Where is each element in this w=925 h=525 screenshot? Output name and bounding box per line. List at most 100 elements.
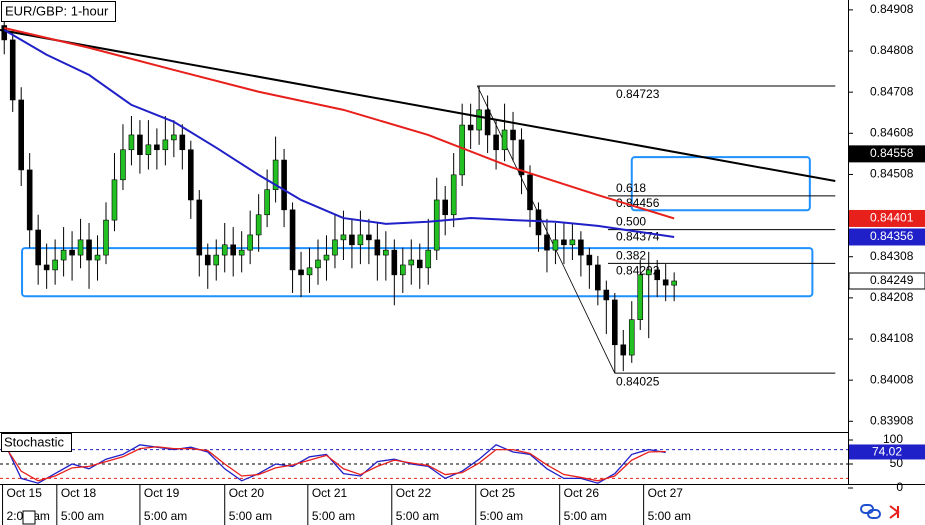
candle-body <box>476 109 482 131</box>
stochastic-tag-label: 74.02 <box>872 445 902 459</box>
candle-body <box>103 219 109 256</box>
y-tick-label: 0.84808 <box>870 43 914 57</box>
candle-body <box>69 249 75 256</box>
candle-body <box>408 259 415 266</box>
candle-body <box>527 174 533 211</box>
main-panel: 0.847230.840250.6180.844560.5000.843740.… <box>0 11 836 388</box>
x-tick-sublabel: 5:00 am <box>396 509 439 523</box>
candle-body <box>535 209 542 236</box>
candle-body <box>671 280 677 286</box>
candle-body <box>86 239 92 261</box>
candle-body <box>111 179 118 221</box>
fib-diagonal <box>477 85 616 374</box>
candle-body <box>137 134 143 155</box>
x-tick-sublabel: 5:00 am <box>312 509 355 523</box>
candle-body <box>221 244 228 256</box>
candle-body <box>306 267 313 276</box>
candle-body <box>493 134 499 151</box>
x-tick-label: Oct 18 <box>61 486 97 500</box>
x-tick-label: Oct 19 <box>144 486 180 500</box>
candle-body <box>501 129 508 151</box>
candle-body <box>637 274 644 320</box>
candle-body <box>60 249 67 261</box>
candle-body <box>383 249 389 256</box>
x-tick-sublabel: 5:00 am <box>229 509 272 523</box>
y-tick-label: 0.84508 <box>870 167 914 181</box>
jump-icon[interactable] <box>889 505 900 519</box>
stochastic-tag <box>849 444 925 460</box>
candle-body <box>52 259 58 271</box>
candle-body <box>272 159 279 190</box>
candle-body <box>213 254 220 266</box>
candle-body <box>43 264 50 271</box>
x-tick-label: Oct 21 <box>312 486 348 500</box>
candle-body <box>442 199 449 216</box>
candle-body <box>154 144 160 151</box>
indicator-line <box>0 29 836 183</box>
stochastic-title: Stochastic <box>4 434 64 449</box>
candle-body <box>289 209 296 271</box>
candle-body <box>9 39 16 101</box>
candle-body <box>366 234 372 241</box>
y-tick-label: 0.84108 <box>870 331 914 345</box>
stochastic-y-tick-label: 100 <box>883 432 903 446</box>
candle-body <box>425 249 432 269</box>
candle-body <box>35 229 41 266</box>
x-tick-label: Oct 26 <box>564 486 600 500</box>
candle-body <box>654 269 661 281</box>
candle-body <box>238 249 245 256</box>
candle-body <box>595 264 601 291</box>
chart-title: EUR/GBP: 1-hour <box>5 3 109 18</box>
x-tick-sublabel: 5:00 am <box>564 509 607 523</box>
y-tick-label: 0.84908 <box>870 2 914 16</box>
candle-body <box>145 144 152 155</box>
candle-body <box>315 259 321 269</box>
candle-body <box>332 239 338 256</box>
candle-body <box>603 289 610 301</box>
candle-body <box>188 149 194 201</box>
candle-body <box>459 124 465 176</box>
candle-body <box>561 239 567 246</box>
x-tick-sublabel: 5:00 am <box>61 509 104 523</box>
y-tick-label: 0.84608 <box>870 125 914 139</box>
x-tick-label: Oct 22 <box>396 486 432 500</box>
stochastic-line <box>3 444 666 482</box>
x-tick-sublabel: 5:00 am <box>480 509 523 523</box>
candle-body <box>578 239 584 256</box>
price-tag-label: 0.84558 <box>870 146 914 160</box>
candle-body <box>94 254 101 261</box>
x-tick-label: Oct 20 <box>229 486 265 500</box>
candle-body <box>586 254 593 266</box>
fib-price-label: 0.84025 <box>616 374 660 388</box>
x-tick-label: Oct 27 <box>648 486 684 500</box>
zone <box>630 156 811 212</box>
x-tick-label: Oct 25 <box>480 486 516 500</box>
fib-price-label: 0.84456 <box>616 196 660 210</box>
candle-body <box>204 254 211 266</box>
y-tick-label: 0.84208 <box>870 290 914 304</box>
candle-body <box>323 254 330 261</box>
candle-body <box>196 199 203 256</box>
title-box <box>1 1 116 22</box>
candle-body <box>620 344 627 356</box>
indicator-line <box>4 27 675 220</box>
candle-body <box>544 234 550 251</box>
candle-body <box>120 149 126 181</box>
candle-body <box>77 239 84 256</box>
candle-body <box>340 234 347 241</box>
candle-body <box>264 189 270 216</box>
y-tick-label: 0.83908 <box>870 413 914 427</box>
fib-ratio-label: 0.382 <box>616 248 646 262</box>
toolbar-icons[interactable] <box>860 504 900 519</box>
candle-body <box>357 234 364 246</box>
candle-body <box>416 259 423 269</box>
candle-body <box>128 134 135 151</box>
link-icon-2[interactable] <box>867 509 881 519</box>
candle-body <box>230 244 236 256</box>
candle-body <box>255 214 262 236</box>
candle-body <box>569 239 576 246</box>
candle-body <box>298 269 304 276</box>
fib-ratio-label: 0.500 <box>616 215 646 229</box>
